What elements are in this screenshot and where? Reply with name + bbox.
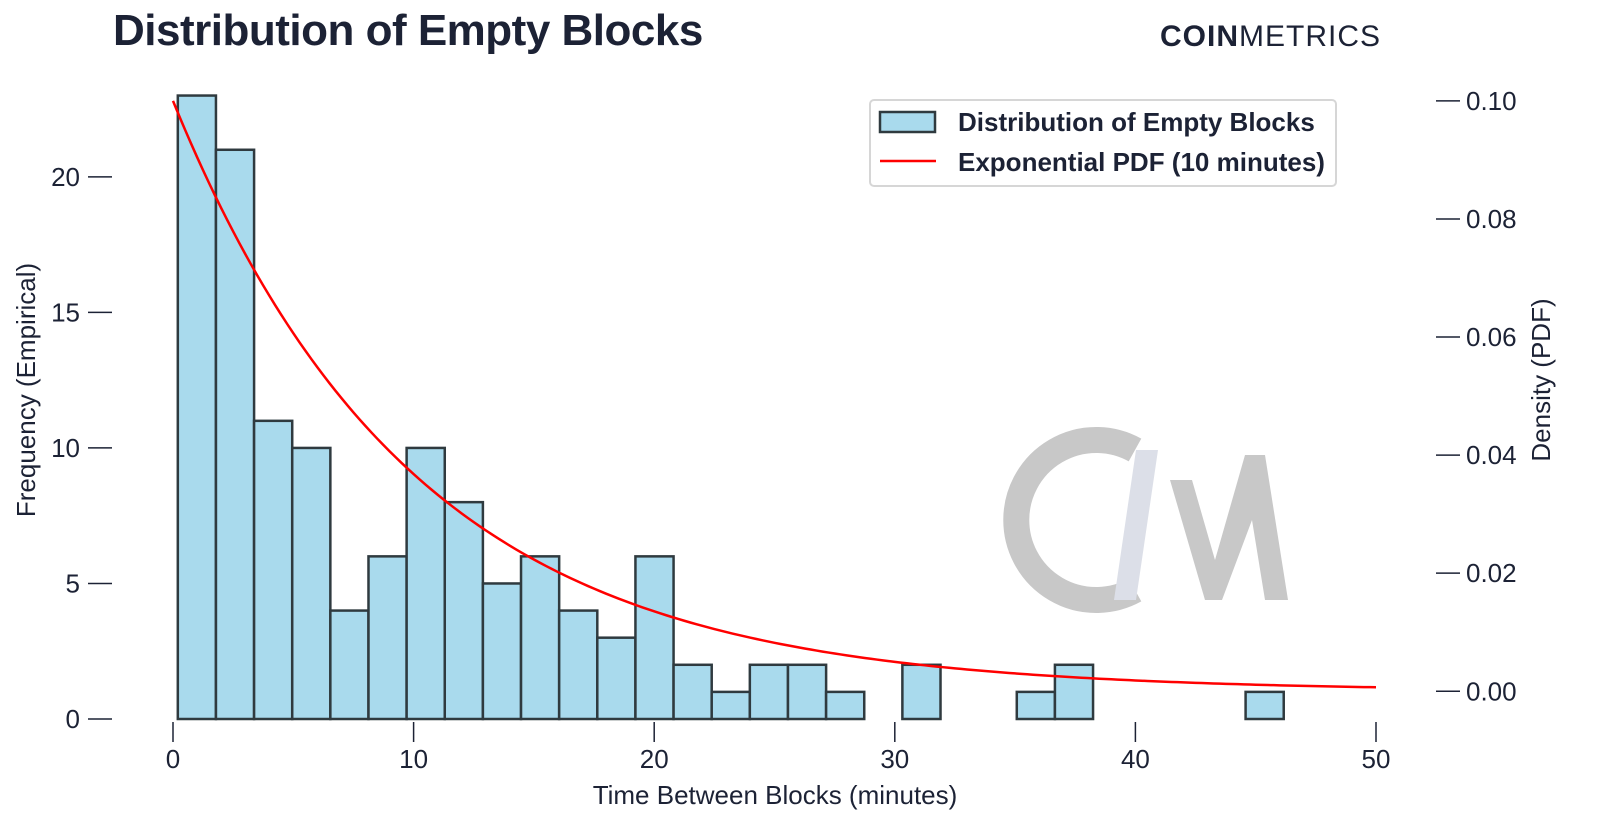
y2-tick-label: 0.08 — [1466, 204, 1517, 234]
x-axis: 0 10 20 30 40 50 — [166, 722, 1391, 774]
histogram-bar — [748, 663, 790, 721]
coinmetrics-watermark-icon — [1003, 427, 1288, 613]
histogram-bar — [176, 94, 218, 721]
y2-tick-label: 0.02 — [1466, 558, 1517, 588]
histogram-bar — [252, 419, 294, 721]
histogram-bar — [481, 582, 523, 721]
histogram-bar — [329, 609, 370, 721]
histogram-bar — [405, 446, 447, 721]
x-tick-label: 10 — [399, 744, 428, 774]
histogram-bar — [443, 500, 485, 721]
y-tick-label: 10 — [51, 433, 80, 463]
right-y-axis: 0.00 0.02 0.04 0.06 0.08 0.10 — [1436, 86, 1517, 706]
left-y-axis: 0 5 10 15 20 — [51, 162, 112, 734]
y2-tick-label: 0.00 — [1466, 676, 1517, 706]
histogram-bar — [786, 663, 828, 721]
legend-label-pdf: Exponential PDF (10 minutes) — [958, 147, 1325, 177]
y2-tick-label: 0.04 — [1466, 440, 1517, 470]
histogram-bar — [824, 690, 866, 721]
x-tick-label: 40 — [1121, 744, 1150, 774]
histogram-bar — [1015, 690, 1057, 721]
histogram-bars — [176, 94, 1285, 721]
legend-frame — [869, 99, 1337, 187]
histogram-bar — [596, 636, 637, 721]
histogram-bar — [1244, 690, 1285, 721]
x-tick-label: 20 — [640, 744, 669, 774]
y-tick-label: 15 — [51, 297, 80, 327]
x-axis-label: Time Between Blocks (minutes) — [593, 780, 958, 810]
histogram-bar — [634, 555, 675, 721]
y-tick-label: 20 — [51, 162, 80, 192]
legend-swatch-histogram — [878, 110, 937, 134]
histogram-bar — [290, 446, 332, 721]
histogram-bar — [901, 663, 942, 721]
y2-axis-label: Density (PDF) — [1526, 298, 1556, 461]
histogram-bar — [672, 663, 713, 721]
pdf-curve — [171, 100, 1377, 689]
x-tick-label: 0 — [166, 744, 180, 774]
legend-label-histogram: Distribution of Empty Blocks — [958, 107, 1315, 137]
x-tick-label: 50 — [1362, 744, 1391, 774]
histogram-bar — [1053, 663, 1095, 721]
y2-tick-label: 0.10 — [1466, 86, 1517, 116]
watermark-c-shape — [1003, 427, 1142, 613]
x-tick-label: 30 — [880, 744, 909, 774]
brand-logo: COINMETRICS — [1160, 20, 1381, 53]
y-tick-label: 5 — [66, 568, 80, 598]
watermark-slash-shape — [1114, 450, 1158, 600]
y-tick-label: 0 — [66, 704, 80, 734]
histogram-bar — [557, 609, 599, 721]
y-axis-label: Frequency (Empirical) — [11, 263, 41, 517]
histogram-bar — [367, 555, 408, 721]
watermark-m-shape — [1170, 455, 1288, 600]
page-title: Distribution of Empty Blocks — [113, 6, 703, 55]
legend: Distribution of Empty Blocks Exponential… — [869, 99, 1337, 187]
y2-tick-label: 0.06 — [1466, 322, 1517, 352]
histogram-bar — [710, 690, 752, 721]
histogram-bar — [519, 555, 561, 721]
